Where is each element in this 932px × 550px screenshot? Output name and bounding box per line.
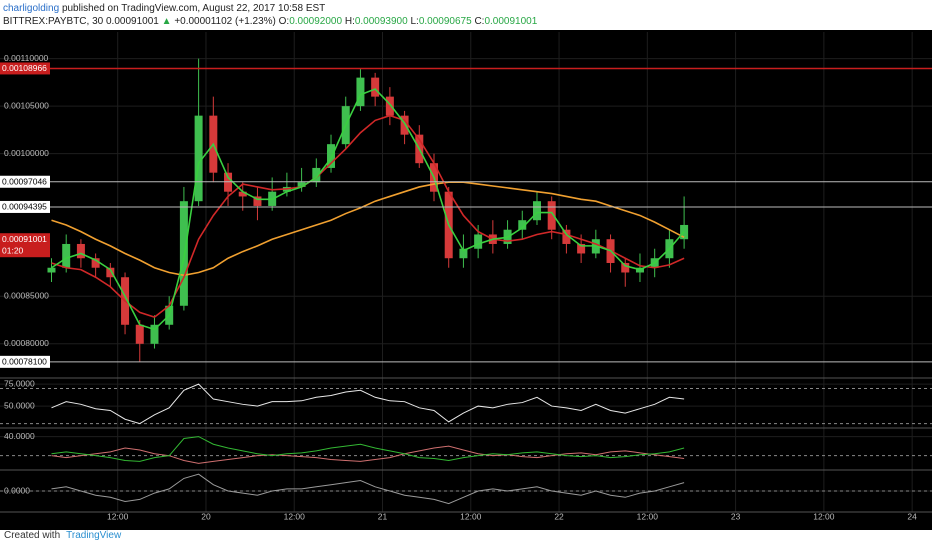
arrow: ▲ (161, 16, 172, 27)
series-line (51, 114, 685, 319)
candle-body (62, 243, 71, 268)
candle-body (400, 115, 409, 135)
series-line (51, 181, 685, 277)
candle-body (76, 243, 85, 259)
x-tick-label: 22 (554, 511, 564, 521)
y-tick-label: 0.00105000 (4, 100, 49, 110)
y-tick-label: 0.0000 (4, 485, 30, 495)
x-tick-label: 12:00 (284, 511, 306, 521)
candle-body (577, 243, 586, 254)
y-tick-label: 0.00080000 (4, 338, 49, 348)
change: +0.00001102 (+1.23%) (174, 16, 276, 27)
created: Created with (4, 530, 61, 541)
y-tick-label: 0.00110000 (4, 53, 49, 63)
ohlc-val: 0.00092000 (289, 16, 343, 27)
y-tick-label: 40.0000 (4, 431, 35, 441)
x-tick-label: 20 (201, 511, 211, 521)
y-tick-label: 75.0000 (4, 378, 35, 388)
candle-body (135, 324, 144, 344)
plot (51, 383, 685, 425)
series-line (51, 383, 685, 425)
candle-body (621, 262, 630, 273)
ohlc-key: O: (278, 16, 290, 27)
candle-body (253, 196, 262, 206)
candle-body (385, 96, 394, 116)
candle-body (371, 77, 380, 97)
footer: Created with TradingView (4, 530, 121, 541)
candle-body (518, 220, 527, 230)
y-tick-label: 0.00100000 (4, 148, 49, 158)
x-tick-label: 12:00 (107, 511, 129, 521)
plot (47, 58, 689, 362)
background (0, 30, 932, 530)
price-label: 0.00094395 (2, 202, 47, 212)
ohlc-key: H: (344, 16, 355, 27)
last: 0.00091001 (106, 16, 159, 27)
ohlc-val: 0.00091001 (484, 16, 538, 27)
candle-body (532, 201, 541, 221)
x-tick-label: 12:00 (460, 511, 482, 521)
price-label: 0.00097046 (2, 176, 47, 186)
chart: 12:00 20 12:00 21 12:00 22 12:00 23 12:00 24 0.001… (0, 30, 932, 530)
candle-body (238, 191, 247, 197)
countdown: 01:20 (2, 245, 24, 255)
ohlc: O:0.00092000 H:0.00093900 L:0.00090675 C… (279, 16, 538, 27)
price-label: 0.00091001 (2, 234, 47, 244)
candle-body (194, 115, 203, 202)
x-tick-label: 23 (731, 511, 741, 521)
candle-body (459, 248, 468, 259)
candle-body (91, 258, 100, 268)
candle-body (562, 229, 571, 244)
candle-body (474, 234, 483, 249)
price-box (0, 175, 50, 188)
series-line (51, 436, 685, 462)
author[interactable]: charligolding (3, 3, 60, 14)
ohlc-key: C: (474, 16, 485, 27)
published: published on TradingView.com, August 22,… (61, 3, 326, 14)
candle-body (547, 201, 556, 230)
price-label: 0.00078100 (2, 357, 47, 367)
candle-body (150, 324, 159, 344)
x-tick-label: 12:00 (813, 511, 835, 521)
price-label: 0.00108966 (2, 63, 47, 73)
candle-body (47, 267, 56, 273)
candle-body (297, 182, 306, 187)
ohlc-val: 0.00093900 (354, 16, 408, 27)
plot (51, 436, 685, 464)
price-box (0, 233, 50, 258)
ohlc-val: 0.00090675 (418, 16, 472, 27)
plot (51, 473, 685, 505)
candle-body (327, 144, 336, 168)
series-line (51, 445, 685, 464)
y-tick-label: 0.00085000 (4, 291, 49, 301)
x-tick-label: 24 (907, 511, 917, 521)
y-tick-label: 50.0000 (4, 400, 35, 410)
price-box (0, 200, 50, 213)
x-tick-label: 12:00 (637, 511, 659, 521)
candle-body (312, 167, 321, 183)
symbol: BITTREX:PAYBTC, 30 (3, 16, 104, 27)
x-tick-label: 21 (378, 511, 388, 521)
price-box (0, 355, 50, 368)
brand[interactable]: TradingView (66, 530, 122, 541)
header: charligolding published on TradingView.c… (3, 2, 537, 28)
series-line (51, 473, 685, 505)
price-box (0, 62, 50, 75)
candle-body (106, 267, 115, 278)
ohlc-key: L: (410, 16, 419, 27)
candle-body (356, 77, 365, 107)
series-line (51, 88, 685, 331)
